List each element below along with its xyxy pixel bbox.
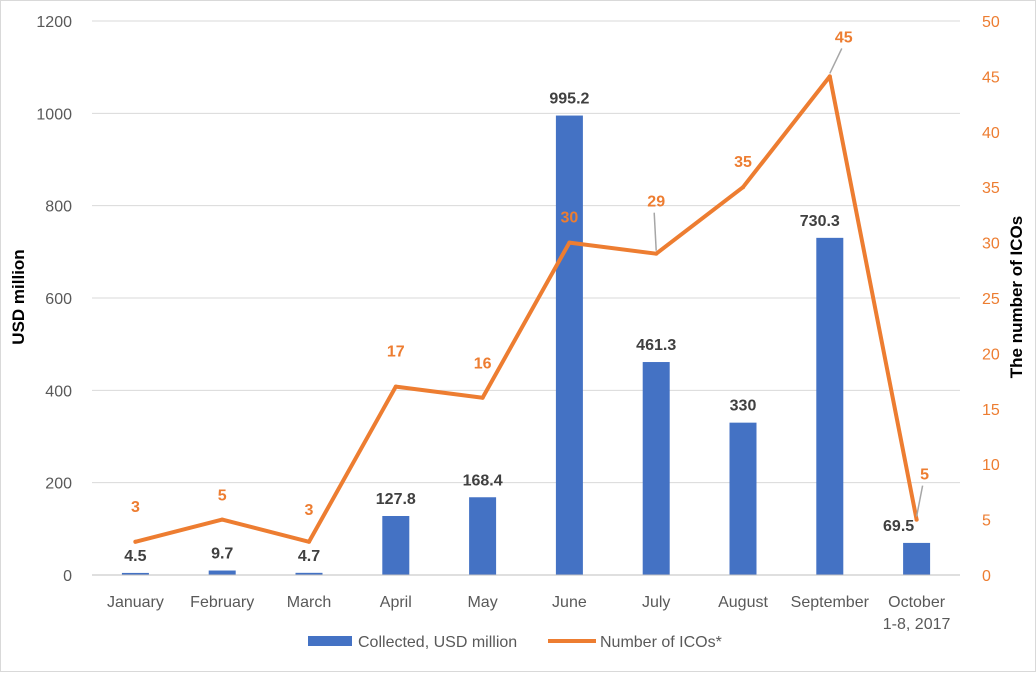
bar-value-label: 9.7 <box>211 546 233 563</box>
left-tick-label: 1200 <box>36 14 72 31</box>
left-axis-title: USD million <box>9 249 28 344</box>
right-tick-label: 10 <box>982 457 1000 474</box>
line-point <box>654 251 659 256</box>
x-tick-label: June <box>552 594 587 611</box>
line-point <box>567 240 572 245</box>
right-tick-label: 0 <box>982 568 991 585</box>
data-labels: 4.5 9.7 4.7127.8168.4995.2461.3330730.369.… <box>124 29 929 565</box>
axes: 0200400600800100012000510152025303540455… <box>36 14 999 633</box>
line-point <box>914 517 919 522</box>
line-point <box>307 539 311 544</box>
right-axis-title: The number of ICOs <box>1007 216 1026 378</box>
line-value-label: 17 <box>387 344 405 361</box>
x-tick-label: May <box>467 594 497 611</box>
bar <box>816 237 844 575</box>
line-point <box>393 384 398 389</box>
x-tick-label: April <box>380 594 412 611</box>
bar-value-label: 69.5 <box>883 518 914 535</box>
left-tick-label: 1000 <box>36 106 72 123</box>
x-tick-label: August <box>718 594 768 611</box>
left-tick-label: 600 <box>45 291 72 308</box>
bar <box>642 362 670 575</box>
x-tick-label: March <box>287 594 331 611</box>
line-value-label: 16 <box>474 356 492 373</box>
legend-line-label: Number of ICOs* <box>600 634 722 651</box>
x-tick-label: February <box>190 594 254 611</box>
bar <box>295 572 323 575</box>
bar <box>121 572 149 575</box>
right-tick-label: 25 <box>982 291 1000 308</box>
right-tick-label: 35 <box>982 180 1000 197</box>
bar <box>208 570 236 575</box>
line-value-label: 5 <box>218 488 227 505</box>
line-value-label: 29 <box>647 194 665 211</box>
legend: Collected, USD million Number of ICOs* <box>308 634 722 651</box>
x-tick-label: July <box>642 594 670 611</box>
bar-value-label: 461.3 <box>636 337 676 354</box>
bar-value-label: 330 <box>730 398 757 415</box>
line-value-label: 3 <box>305 502 314 519</box>
bar <box>469 497 497 575</box>
line-value-label: 45 <box>835 29 853 46</box>
bar <box>382 515 410 575</box>
bar-value-label: 4.5 <box>124 548 146 565</box>
line-point <box>741 185 745 190</box>
leader-line <box>653 212 657 251</box>
line-value-label: 30 <box>561 210 579 227</box>
line-value-label: 35 <box>734 154 752 171</box>
x-tick-label: 1-8, 2017 <box>883 616 951 633</box>
bar-value-label: 168.4 <box>463 472 503 489</box>
bar <box>729 422 757 575</box>
bar <box>555 115 583 576</box>
bar-value-label: 127.8 <box>376 491 416 508</box>
bar-value-label: 4.7 <box>298 548 320 565</box>
x-tick-label: September <box>791 594 870 611</box>
bar <box>903 542 931 575</box>
bar-series <box>121 115 931 576</box>
bar-value-label: 730.3 <box>800 213 840 230</box>
leader-line <box>829 48 843 74</box>
left-tick-label: 200 <box>45 476 72 493</box>
left-tick-label: 400 <box>45 383 72 400</box>
right-tick-label: 45 <box>982 69 1000 86</box>
line-path <box>133 74 919 544</box>
line-value-label: 3 <box>131 499 140 516</box>
right-tick-label: 15 <box>982 402 1000 419</box>
legend-bar-label: Collected, USD million <box>358 634 517 651</box>
left-tick-label: 0 <box>63 568 72 585</box>
right-tick-label: 20 <box>982 346 1000 363</box>
right-tick-label: 40 <box>982 125 1000 142</box>
x-tick-label: October <box>888 594 946 611</box>
line-point <box>827 74 832 79</box>
leader-line <box>915 485 924 517</box>
right-tick-label: 5 <box>982 513 991 530</box>
right-tick-label: 50 <box>982 14 1000 31</box>
right-tick-label: 30 <box>982 236 1000 253</box>
line-series <box>133 74 919 544</box>
line-value-label: 5 <box>920 467 929 484</box>
line-point <box>220 517 225 522</box>
left-tick-label: 800 <box>45 199 72 216</box>
line-point <box>133 539 138 544</box>
line-point <box>480 395 485 400</box>
legend-bar-swatch <box>308 636 352 646</box>
x-tick-label: January <box>107 594 164 611</box>
bar-value-label: 995.2 <box>549 91 589 108</box>
